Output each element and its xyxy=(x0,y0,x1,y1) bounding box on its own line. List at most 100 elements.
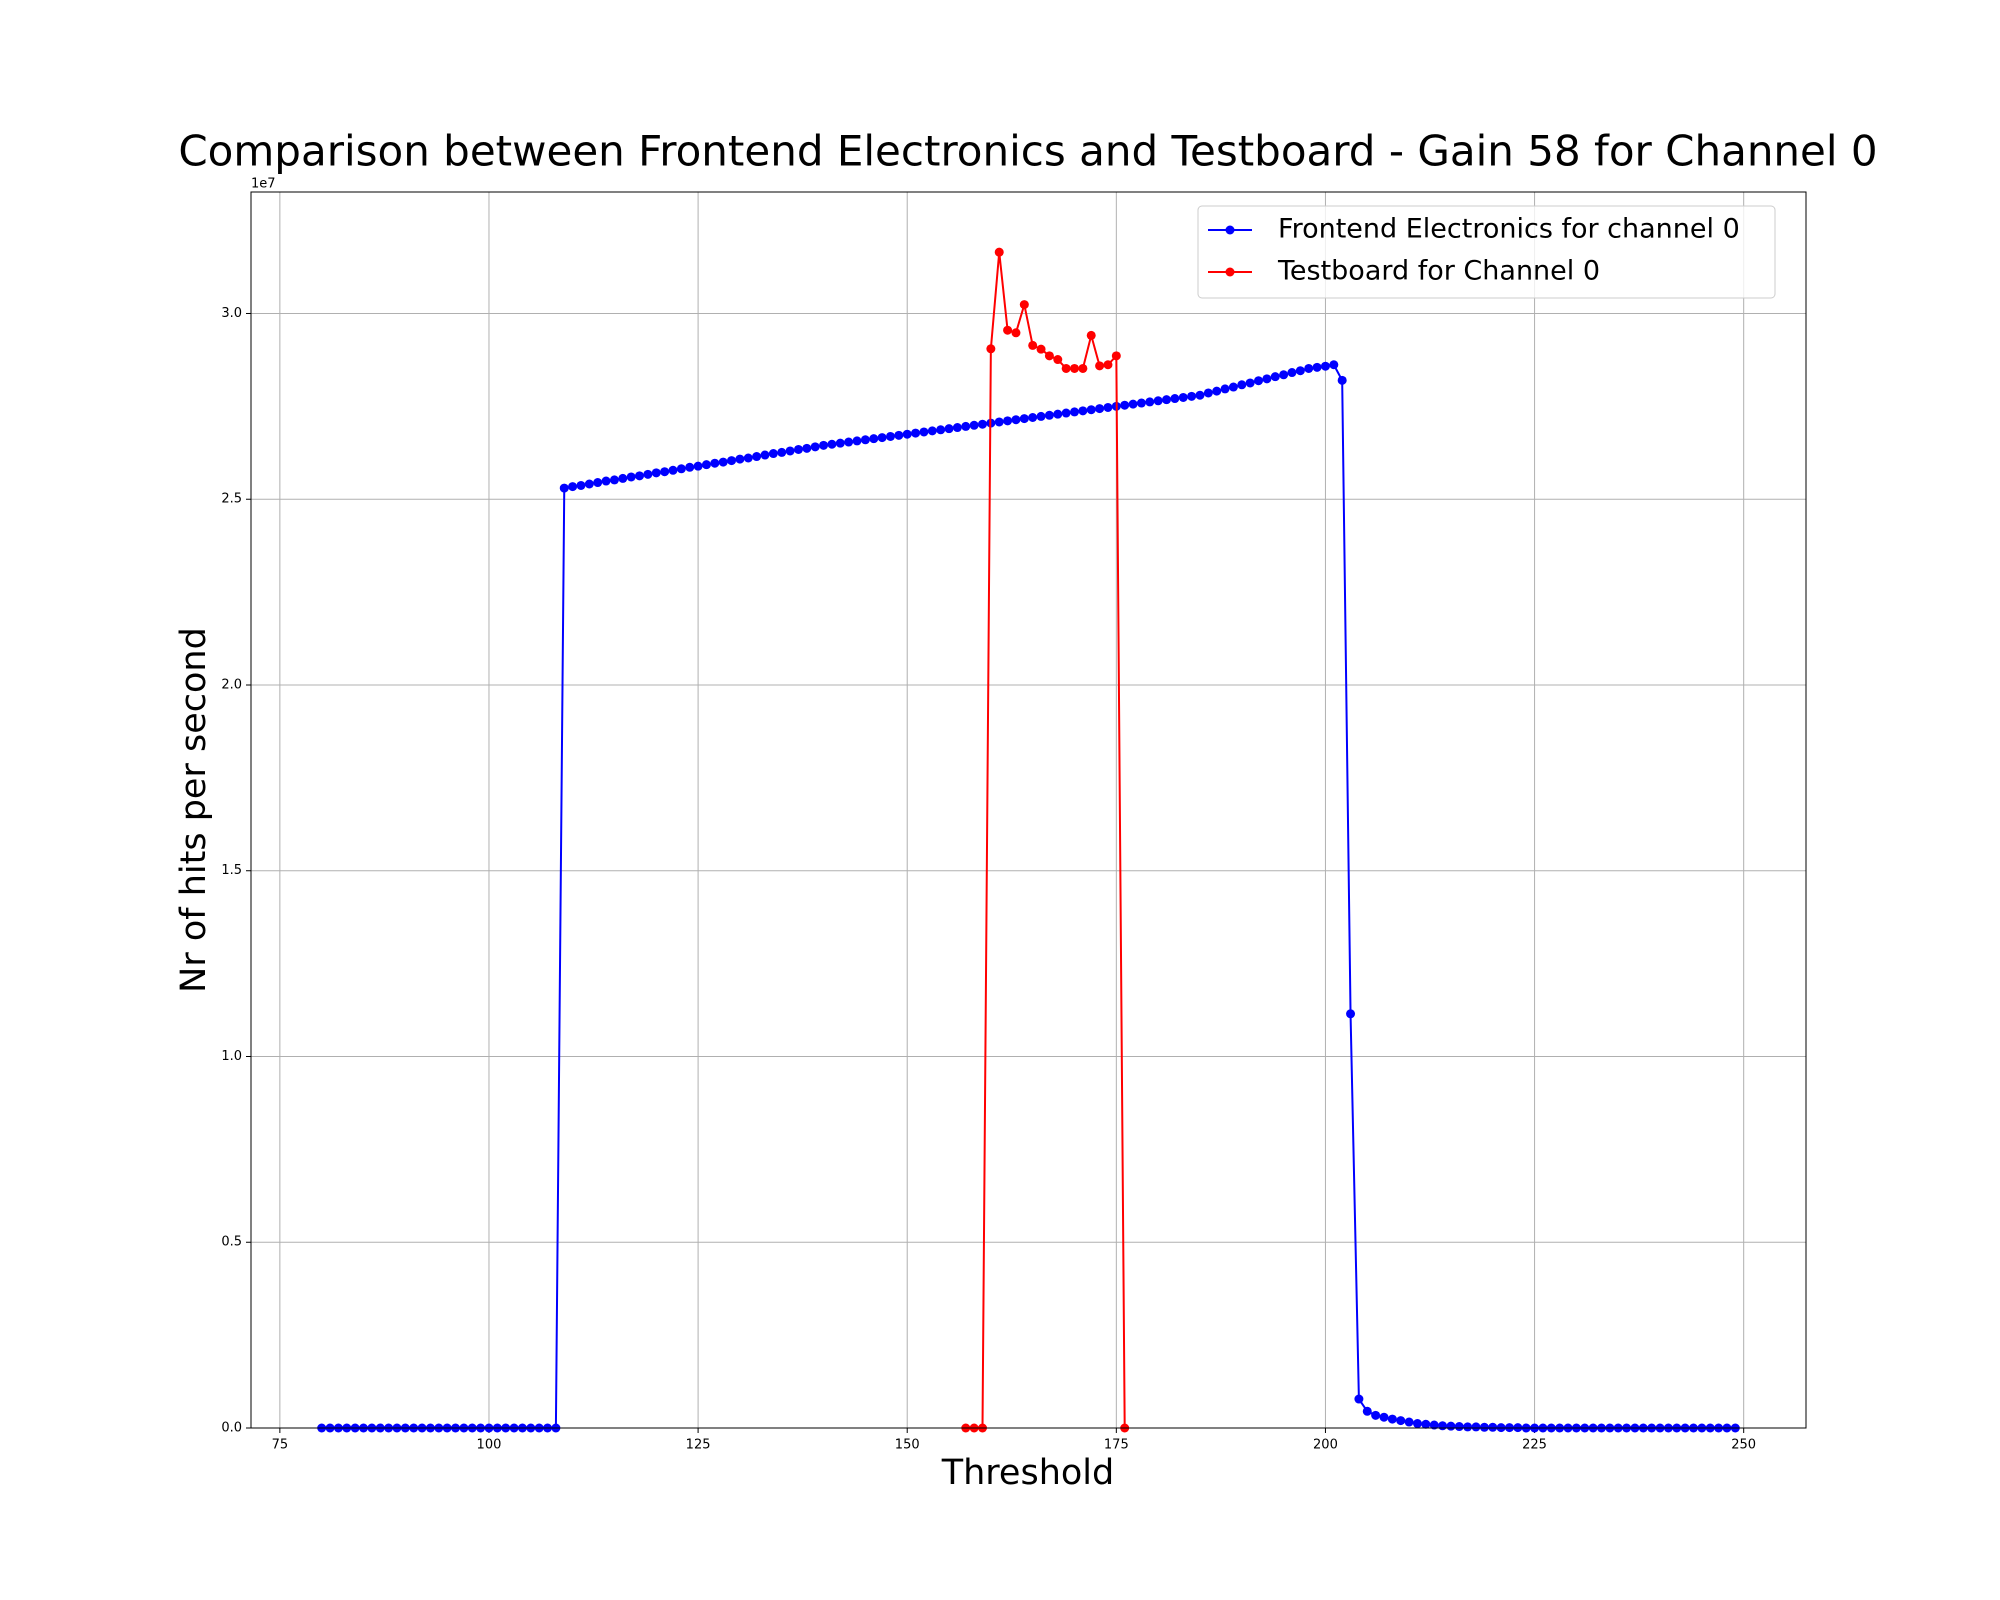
data-point xyxy=(1044,351,1054,361)
data-point xyxy=(1412,1419,1422,1429)
y-tick-label: 0.5 xyxy=(221,1235,242,1250)
y-tick-label: 2.0 xyxy=(221,677,242,692)
data-point xyxy=(902,429,912,439)
data-point xyxy=(1270,372,1280,382)
data-point xyxy=(1036,344,1046,354)
data-point xyxy=(1203,388,1213,398)
data-point xyxy=(1354,1394,1364,1404)
data-point xyxy=(1145,397,1155,407)
data-point xyxy=(735,454,745,464)
data-point xyxy=(685,462,695,472)
data-point xyxy=(835,438,845,448)
data-point xyxy=(1362,1406,1372,1416)
legend: Frontend Electronics for channel 0 Testbo… xyxy=(1197,205,1776,299)
data-point xyxy=(1044,410,1054,420)
data-point xyxy=(1421,1419,1431,1429)
data-point xyxy=(1329,360,1339,370)
data-point xyxy=(860,435,870,445)
x-tick-label: 100 xyxy=(477,1438,502,1453)
data-point xyxy=(1187,391,1197,401)
legend-label: Testboard for Channel 0 xyxy=(1277,256,1600,287)
y-tick-label: 1.0 xyxy=(221,1049,242,1064)
y-axis-label: Nr of hits per second xyxy=(174,627,214,993)
data-point xyxy=(802,443,812,453)
y-tick-label: 3.0 xyxy=(221,306,242,321)
y-offset-label: 1e7 xyxy=(251,177,276,192)
data-point xyxy=(810,442,820,452)
data-point xyxy=(568,482,578,492)
data-point xyxy=(793,444,803,454)
data-point xyxy=(869,434,879,444)
data-point xyxy=(1379,1412,1389,1422)
data-point xyxy=(1003,325,1013,335)
data-point xyxy=(1446,1421,1456,1431)
data-point xyxy=(1228,382,1238,392)
data-point xyxy=(743,453,753,463)
data-point xyxy=(618,473,628,483)
data-point xyxy=(559,483,569,493)
data-point xyxy=(919,427,929,437)
data-point xyxy=(777,447,787,457)
data-point xyxy=(1312,362,1322,372)
data-point xyxy=(785,446,795,456)
data-point xyxy=(1061,408,1071,418)
data-point xyxy=(1019,414,1029,424)
data-point xyxy=(1279,370,1289,380)
data-point xyxy=(1463,1422,1473,1432)
data-point xyxy=(1011,415,1021,425)
data-point xyxy=(952,423,962,433)
data-point xyxy=(961,421,971,431)
data-point xyxy=(718,457,728,467)
data-point xyxy=(1429,1420,1439,1430)
data-point xyxy=(668,465,678,475)
data-point xyxy=(1070,363,1080,373)
data-point xyxy=(1178,392,1188,402)
data-point xyxy=(969,420,979,430)
data-point xyxy=(1396,1416,1406,1426)
data-point xyxy=(768,449,778,459)
data-point xyxy=(894,430,904,440)
data-point xyxy=(877,433,887,443)
x-tick-label: 175 xyxy=(1104,1438,1129,1453)
data-point xyxy=(936,425,946,435)
data-point xyxy=(1320,361,1330,371)
data-point xyxy=(986,344,996,354)
data-point xyxy=(1019,300,1029,310)
data-point xyxy=(626,472,636,482)
data-point xyxy=(944,424,954,434)
data-point xyxy=(593,478,603,488)
data-point xyxy=(1095,404,1105,414)
data-point xyxy=(1078,406,1088,416)
data-point xyxy=(676,464,686,474)
data-point xyxy=(660,467,670,477)
data-point xyxy=(994,247,1004,257)
data-point xyxy=(1153,396,1163,406)
x-tick-label: 200 xyxy=(1313,1438,1338,1453)
x-tick-label: 75 xyxy=(272,1438,289,1453)
data-point xyxy=(1036,411,1046,421)
data-point xyxy=(1170,394,1180,404)
series-line xyxy=(965,252,1126,1429)
x-axis-label: Threshold xyxy=(941,1453,1115,1493)
data-point xyxy=(1053,409,1063,419)
data-point xyxy=(844,437,854,447)
data-point xyxy=(1028,413,1038,423)
x-tick-label: 250 xyxy=(1731,1438,1756,1453)
data-point xyxy=(1387,1414,1397,1424)
plot-frame xyxy=(250,191,1807,1429)
legend-box xyxy=(1197,205,1776,299)
data-point xyxy=(1488,1422,1498,1432)
data-point xyxy=(1245,378,1255,388)
data-point xyxy=(852,436,862,446)
data-point xyxy=(1471,1422,1481,1432)
data-point xyxy=(1162,395,1172,405)
data-point xyxy=(1237,380,1247,390)
data-point xyxy=(1070,407,1080,417)
data-point xyxy=(701,460,711,470)
x-tick-label: 125 xyxy=(686,1438,711,1453)
data-point xyxy=(994,417,1004,427)
data-point xyxy=(1028,340,1038,350)
data-point xyxy=(1479,1422,1489,1432)
data-point xyxy=(1103,402,1113,412)
